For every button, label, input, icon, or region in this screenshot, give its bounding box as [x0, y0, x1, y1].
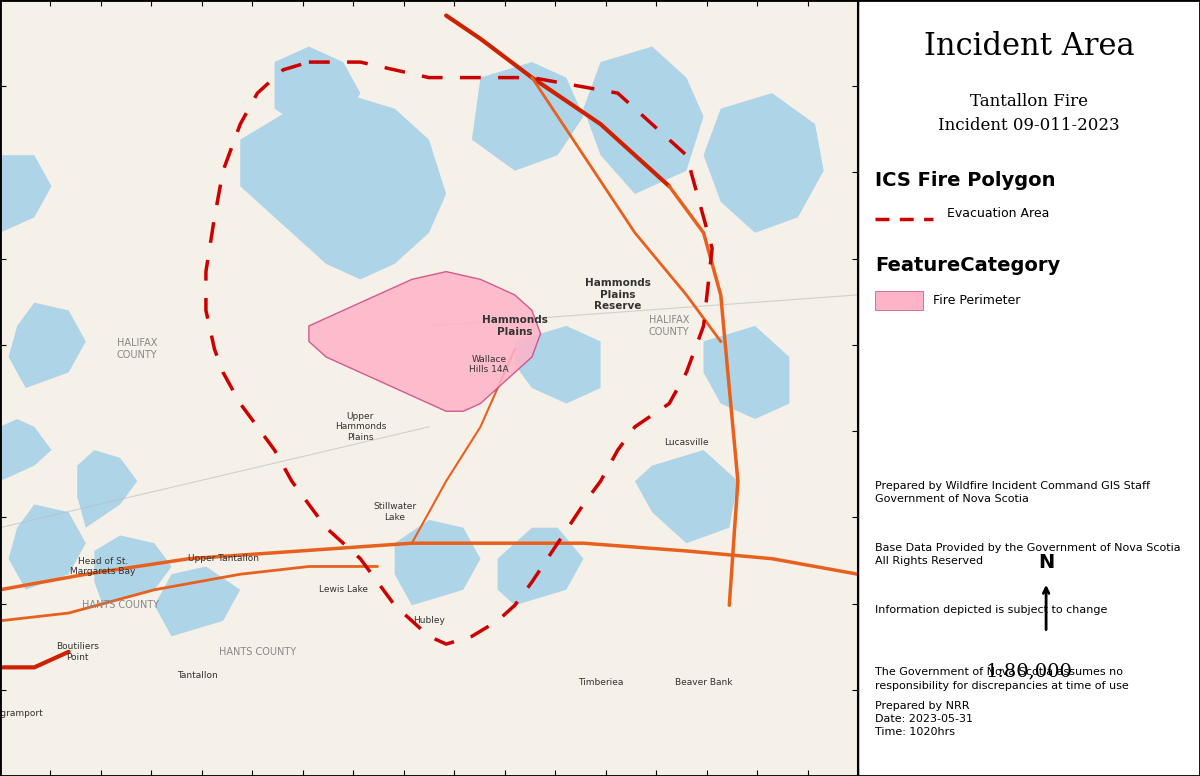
Text: Information depicted is subject to change: Information depicted is subject to chang…	[875, 605, 1108, 615]
Polygon shape	[515, 326, 600, 404]
Text: Incident Area: Incident Area	[924, 31, 1134, 62]
Text: 1:80,000: 1:80,000	[985, 662, 1073, 681]
Polygon shape	[275, 47, 360, 132]
Text: Prepared by Wildfire Incident Command GIS Staff
Government of Nova Scotia: Prepared by Wildfire Incident Command GI…	[875, 481, 1150, 504]
Text: Beaver Bank: Beaver Bank	[674, 678, 732, 688]
Polygon shape	[395, 520, 480, 605]
Text: HANTS COUNTY: HANTS COUNTY	[82, 601, 158, 610]
Text: The Government of Nova Scotia assumes no
responsibility for discrepancies at tim: The Government of Nova Scotia assumes no…	[875, 667, 1129, 691]
Text: Head of St.
Margarets Bay: Head of St. Margarets Bay	[71, 557, 136, 576]
Polygon shape	[155, 566, 240, 636]
Polygon shape	[703, 326, 790, 419]
Text: Lewis Lake: Lewis Lake	[319, 585, 367, 594]
Text: HALIFAX
COUNTY: HALIFAX COUNTY	[649, 315, 690, 337]
Polygon shape	[583, 47, 703, 194]
Polygon shape	[308, 272, 540, 411]
Text: Fire Perimeter: Fire Perimeter	[934, 294, 1021, 307]
Polygon shape	[8, 303, 86, 388]
Text: Evacuation Area: Evacuation Area	[947, 207, 1049, 220]
Polygon shape	[240, 93, 446, 279]
Polygon shape	[8, 504, 86, 590]
Text: ICS Fire Polygon: ICS Fire Polygon	[875, 171, 1056, 189]
Polygon shape	[472, 62, 583, 171]
Text: Ingramport: Ingramport	[0, 709, 42, 719]
Polygon shape	[77, 450, 137, 528]
Text: HANTS COUNTY: HANTS COUNTY	[218, 647, 296, 656]
Text: Tantallon: Tantallon	[176, 670, 217, 680]
Text: Hammonds
Plains: Hammonds Plains	[482, 315, 547, 337]
Polygon shape	[0, 155, 52, 233]
Text: Hubley: Hubley	[413, 616, 445, 625]
Text: FeatureCategory: FeatureCategory	[875, 256, 1061, 275]
FancyBboxPatch shape	[875, 291, 923, 310]
Text: Wallace
Hills 14A: Wallace Hills 14A	[469, 355, 509, 374]
Polygon shape	[498, 528, 583, 605]
Text: Tantallon Fire
Incident 09-011-2023: Tantallon Fire Incident 09-011-2023	[938, 93, 1120, 133]
Text: HALIFAX
COUNTY: HALIFAX COUNTY	[116, 338, 157, 360]
Polygon shape	[703, 93, 823, 233]
Text: Base Data Provided by the Government of Nova Scotia
All Rights Reserved: Base Data Provided by the Government of …	[875, 543, 1181, 566]
Polygon shape	[0, 419, 52, 481]
Text: Boutiliers
Point: Boutiliers Point	[55, 643, 98, 661]
Text: Upper
Hammonds
Plains: Upper Hammonds Plains	[335, 412, 386, 442]
Text: Lucasville: Lucasville	[664, 438, 709, 447]
Text: Hammonds
Plains
Reserve: Hammonds Plains Reserve	[584, 279, 650, 311]
Text: N: N	[1038, 553, 1055, 572]
Polygon shape	[95, 535, 172, 605]
Polygon shape	[635, 450, 738, 543]
Text: Prepared by NRR
Date: 2023-05-31
Time: 1020hrs: Prepared by NRR Date: 2023-05-31 Time: 1…	[875, 701, 973, 737]
Text: Timberiea: Timberiea	[578, 678, 623, 688]
Text: Upper Tantallon: Upper Tantallon	[187, 554, 258, 563]
Text: Stillwater
Lake: Stillwater Lake	[373, 503, 416, 522]
